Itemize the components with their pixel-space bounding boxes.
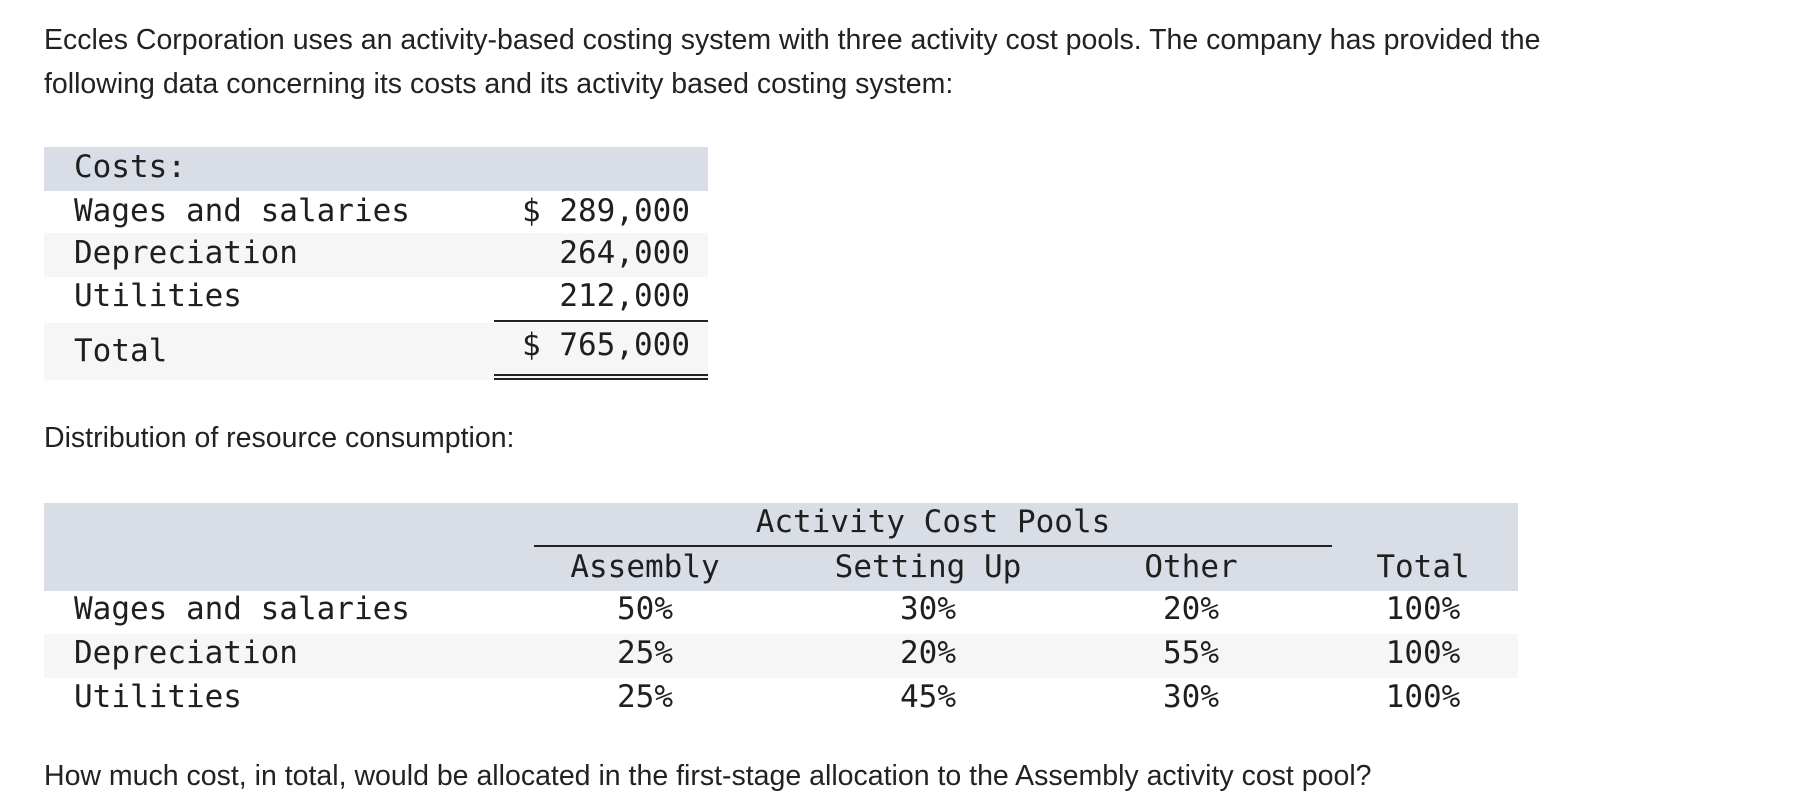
distribution-row-label: Utilities xyxy=(74,679,242,715)
activity-cost-pools-header: Activity Cost Pools xyxy=(755,504,1111,540)
distribution-label: Distribution of resource consumption: xyxy=(44,422,515,454)
costs-alt-row-band xyxy=(44,233,708,277)
group-header-rule xyxy=(534,545,1332,547)
cell-total: 100% xyxy=(1385,679,1461,715)
intro-line-2: following data concerning its costs and … xyxy=(44,68,954,100)
cell-other: 55% xyxy=(1163,635,1219,671)
total-double-rule-top xyxy=(494,374,708,376)
cell-total: 100% xyxy=(1385,591,1461,627)
costs-header: Costs: xyxy=(74,149,186,185)
costs-total-value: $ 765,000 xyxy=(522,327,690,363)
question-text: How much cost, in total, would be alloca… xyxy=(44,760,1372,792)
cell-assembly: 50% xyxy=(617,591,673,627)
costs-total-band xyxy=(44,323,708,380)
intro-line-1: Eccles Corporation uses an activity-base… xyxy=(44,24,1541,56)
costs-total-label: Total xyxy=(74,333,168,369)
cell-setting-up: 30% xyxy=(900,591,956,627)
total-double-rule-bottom xyxy=(494,378,708,380)
cell-assembly: 25% xyxy=(617,679,673,715)
column-header-total: Total xyxy=(1376,549,1470,585)
costs-row-value: 212,000 xyxy=(559,278,690,314)
costs-row-label: Depreciation xyxy=(74,235,298,271)
costs-row-value: $ 289,000 xyxy=(522,193,690,229)
cell-other: 20% xyxy=(1163,591,1219,627)
distribution-header-band xyxy=(44,503,1518,591)
cell-setting-up: 45% xyxy=(900,679,956,715)
column-header-other: Other xyxy=(1144,549,1238,585)
costs-row-label: Wages and salaries xyxy=(74,193,410,229)
distribution-alt-row-band xyxy=(44,634,1518,678)
cell-other: 30% xyxy=(1163,679,1219,715)
distribution-row-label: Wages and salaries xyxy=(74,591,410,627)
costs-row-label: Utilities xyxy=(74,278,242,314)
distribution-row-label: Depreciation xyxy=(74,635,298,671)
intro-paragraph: Eccles Corporation uses an activity-base… xyxy=(44,18,1764,106)
costs-row-value: 264,000 xyxy=(559,235,690,271)
costs-header-band xyxy=(44,147,708,191)
subtotal-rule xyxy=(494,320,708,322)
column-header-assembly: Assembly xyxy=(570,549,720,585)
cell-assembly: 25% xyxy=(617,635,673,671)
cell-setting-up: 20% xyxy=(900,635,956,671)
column-header-setting-up: Setting Up xyxy=(834,549,1022,585)
cell-total: 100% xyxy=(1385,635,1461,671)
